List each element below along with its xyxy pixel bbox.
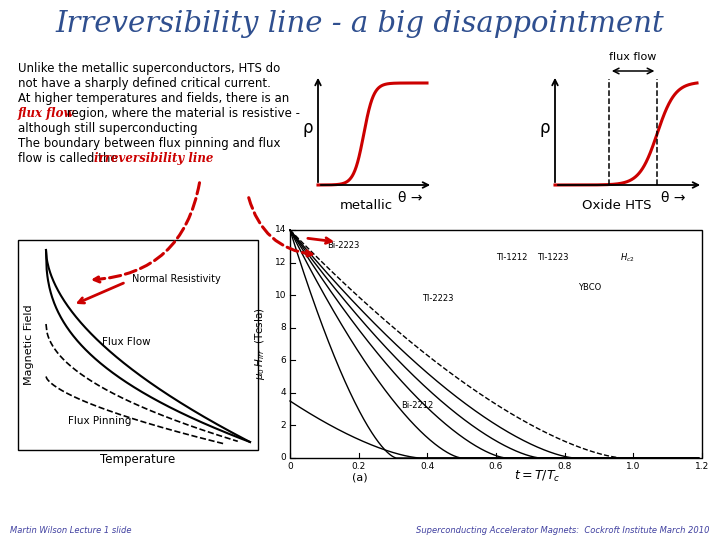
Text: not have a sharply defined critical current.: not have a sharply defined critical curr… <box>18 77 271 90</box>
Text: $\mu_0\,H_{irr}$  (Tesla): $\mu_0\,H_{irr}$ (Tesla) <box>253 308 267 380</box>
Text: Flux Pinning: Flux Pinning <box>68 416 132 426</box>
FancyBboxPatch shape <box>290 230 702 458</box>
Text: 14: 14 <box>274 226 286 234</box>
Text: Oxide HTS: Oxide HTS <box>582 199 652 212</box>
Text: Tl-2223: Tl-2223 <box>422 294 454 303</box>
Text: flow is called the: flow is called the <box>18 152 122 165</box>
Text: 1.2: 1.2 <box>695 462 709 471</box>
Text: 0.6: 0.6 <box>489 462 503 471</box>
Text: 0.8: 0.8 <box>557 462 572 471</box>
Text: ρ: ρ <box>302 119 313 137</box>
Text: 12: 12 <box>274 258 286 267</box>
Text: 0.2: 0.2 <box>351 462 366 471</box>
Text: 6: 6 <box>280 356 286 365</box>
Text: Temperature: Temperature <box>100 453 176 466</box>
Text: irreversibility line: irreversibility line <box>94 152 213 165</box>
Text: 0: 0 <box>287 462 293 471</box>
Text: 0: 0 <box>280 454 286 462</box>
Text: Magnetic Field: Magnetic Field <box>24 305 34 386</box>
Text: θ →: θ → <box>397 191 422 205</box>
Text: Irreversibility line - a big disappointment: Irreversibility line - a big disappointm… <box>55 10 665 38</box>
Text: Flux Flow: Flux Flow <box>102 337 150 347</box>
Text: 10: 10 <box>274 291 286 300</box>
Text: At higher temperatures and fields, there is an: At higher temperatures and fields, there… <box>18 92 289 105</box>
Text: ρ: ρ <box>540 119 550 137</box>
Text: Normal Resistivity: Normal Resistivity <box>132 274 220 284</box>
Text: metallic: metallic <box>340 199 393 212</box>
Text: Bi-2212: Bi-2212 <box>401 401 433 410</box>
Text: The boundary between flux pinning and flux: The boundary between flux pinning and fl… <box>18 137 281 150</box>
Text: Tl-1212: Tl-1212 <box>496 253 527 262</box>
Text: region, where the material is resistive -: region, where the material is resistive … <box>63 107 300 120</box>
Text: 1.0: 1.0 <box>626 462 641 471</box>
Text: θ →: θ → <box>661 191 685 205</box>
Text: YBCO: YBCO <box>578 282 602 292</box>
Text: Tl-1223: Tl-1223 <box>537 253 569 262</box>
Text: 0.4: 0.4 <box>420 462 434 471</box>
Text: 8: 8 <box>280 323 286 332</box>
Text: Superconducting Accelerator Magnets:  Cockroft Institute March 2010: Superconducting Accelerator Magnets: Coc… <box>416 526 710 535</box>
Text: although still superconducting: although still superconducting <box>18 122 197 135</box>
Text: flux flow: flux flow <box>609 52 657 62</box>
Text: (a): (a) <box>352 472 368 482</box>
FancyBboxPatch shape <box>18 240 258 450</box>
Text: $H_{c2}$: $H_{c2}$ <box>620 251 634 264</box>
Text: 2: 2 <box>280 421 286 430</box>
Text: Martin Wilson Lecture 1 slide: Martin Wilson Lecture 1 slide <box>10 526 132 535</box>
Text: flux flow: flux flow <box>18 107 75 120</box>
Text: 4: 4 <box>280 388 286 397</box>
Text: $t=T/T_c$: $t=T/T_c$ <box>514 469 560 484</box>
Text: Unlike the metallic superconductors, HTS do: Unlike the metallic superconductors, HTS… <box>18 62 280 75</box>
Text: Bi-2223: Bi-2223 <box>327 241 359 251</box>
